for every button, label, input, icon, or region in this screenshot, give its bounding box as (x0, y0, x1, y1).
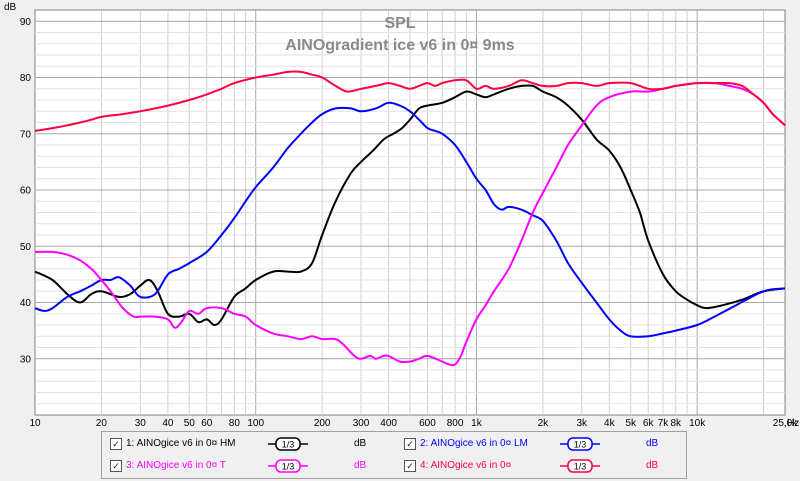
legend-checkbox-2[interactable]: ✓ (404, 438, 416, 450)
x-tick-label: 40 (162, 418, 174, 429)
y-tick-label: 90 (20, 17, 32, 28)
spl-chart: 30 40 50 60 70 80 90 10 20 30 40 50 60 80 100 200 300 400… (4, 2, 799, 429)
x-tick-label: 8k (670, 418, 682, 429)
legend-item-2[interactable]: ✓ 2: AINOgice v6 in 0¤ LM 1/3 dB (404, 437, 674, 451)
legend-checkbox-1[interactable]: ✓ (110, 438, 122, 450)
smoothing-icon-4[interactable]: 1/3 (560, 459, 600, 473)
series-layer (34, 70, 786, 367)
x-tick-label: 60 (201, 418, 213, 429)
series-line-2 (34, 101, 786, 338)
x-tick-label: 25,0k (773, 418, 798, 429)
chart-title: SPL (384, 15, 415, 32)
x-tick-label: 3k (576, 418, 588, 429)
x-tick-label: 50 (184, 418, 196, 429)
series-line-1 (34, 84, 786, 326)
x-tick-label: 7k (658, 418, 670, 429)
x-tick-label: 6k (643, 418, 655, 429)
tick-labels: 30 40 50 60 70 80 90 10 20 30 40 50 60 80 100 200 300 400… (20, 17, 798, 429)
smoothing-icon-1[interactable]: 1/3 (268, 437, 308, 451)
chart-subtitle: AINOgradient ice v6 in 0¤ 9ms (285, 37, 515, 54)
legend-label-4: 4: AINOgice v6 in 0¤ (420, 460, 512, 471)
legend-unit-3: dB (354, 460, 367, 471)
legend-item-4[interactable]: ✓ 4: AINOgice v6 in 0¤ 1/3 dB (404, 459, 674, 473)
svg-text:1/3: 1/3 (282, 462, 295, 472)
legend-unit-4: dB (646, 460, 659, 471)
series-line-4 (34, 70, 786, 132)
y-tick-label: 40 (20, 298, 32, 309)
legend-checkbox-4[interactable]: ✓ (404, 460, 416, 472)
svg-text:1/3: 1/3 (574, 462, 587, 472)
x-tick-label: 400 (380, 418, 397, 429)
svg-text:1/3: 1/3 (574, 440, 587, 450)
smoothing-icon-3[interactable]: 1/3 (268, 459, 308, 473)
y-tick-label: 50 (20, 242, 32, 253)
y-tick-label: 60 (20, 186, 32, 197)
legend-unit-1: dB (354, 438, 367, 449)
legend-item-1[interactable]: ✓ 1: AINOgice v6 in 0¤ HM 1/3 dB (110, 437, 380, 451)
x-tick-label: 10 (29, 418, 41, 429)
y-tick-label: 30 (20, 354, 32, 365)
x-tick-label: 30 (135, 418, 147, 429)
y-tick-label: 70 (20, 129, 32, 140)
x-tick-label: 2k (538, 418, 550, 429)
legend-label-3: 3: AINOgice v6 in 0¤ T (126, 460, 226, 471)
x-tick-label: 300 (353, 418, 370, 429)
legend: ✓ 1: AINOgice v6 in 0¤ HM 1/3 dB ✓ 2: AI… (101, 431, 687, 479)
legend-checkbox-3[interactable]: ✓ (110, 460, 122, 472)
x-tick-label: 1k (471, 418, 483, 429)
x-tick-label: 600 (419, 418, 436, 429)
y-tick-label: 80 (20, 73, 32, 84)
legend-unit-2: dB (646, 438, 659, 449)
legend-label-1: 1: AINOgice v6 in 0¤ HM (126, 438, 236, 449)
x-tick-label: 10k (689, 418, 706, 429)
x-tick-label: 5k (625, 418, 637, 429)
x-tick-label: 80 (229, 418, 241, 429)
legend-label-2: 2: AINOgice v6 in 0¤ LM (420, 438, 528, 449)
x-tick-label: 4k (604, 418, 616, 429)
y-axis-label: dB (4, 2, 17, 13)
x-tick-label: 20 (96, 418, 108, 429)
series-line-3 (34, 81, 786, 367)
x-axis-unit: Hz (787, 418, 799, 429)
smoothing-icon-2[interactable]: 1/3 (560, 437, 600, 451)
x-tick-label: 200 (314, 418, 331, 429)
legend-item-3[interactable]: ✓ 3: AINOgice v6 in 0¤ T 1/3 dB (110, 459, 380, 473)
x-tick-label: 800 (447, 418, 464, 429)
svg-text:1/3: 1/3 (282, 440, 295, 450)
x-tick-label: 100 (247, 418, 264, 429)
